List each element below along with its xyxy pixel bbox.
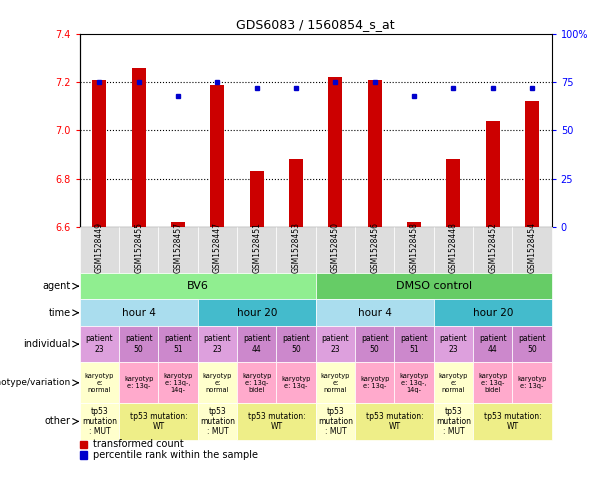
Text: karyotyp
e:
normal: karyotyp e: normal [203, 373, 232, 393]
Bar [171, 222, 185, 227]
Bar [446, 159, 460, 227]
Text: patient
44: patient 44 [243, 334, 270, 354]
Text: tp53 mutation:
WT: tp53 mutation: WT [248, 412, 305, 431]
Text: patient
23: patient 23 [86, 334, 113, 354]
Text: patient
23: patient 23 [322, 334, 349, 354]
Text: patient
50: patient 50 [125, 334, 153, 354]
Text: hour 4: hour 4 [358, 308, 392, 318]
Text: GSM1528450: GSM1528450 [331, 222, 340, 273]
Text: karyotyp
e: 13q-: karyotyp e: 13q- [124, 376, 153, 389]
Bar [210, 85, 224, 227]
Bar [132, 68, 145, 227]
Text: tp53
mutation
: MUT: tp53 mutation : MUT [436, 407, 471, 436]
Bar [486, 121, 500, 227]
Text: GSM1528455: GSM1528455 [134, 222, 143, 273]
Text: tp53
mutation
: MUT: tp53 mutation : MUT [318, 407, 353, 436]
Text: karyotyp
e: 13q-: karyotyp e: 13q- [281, 376, 311, 389]
Title: GDS6083 / 1560854_s_at: GDS6083 / 1560854_s_at [237, 18, 395, 31]
Bar [289, 159, 303, 227]
Text: tp53 mutation:
WT: tp53 mutation: WT [129, 412, 187, 431]
Text: karyotyp
e: 13q-: karyotyp e: 13q- [360, 376, 389, 389]
Text: agent: agent [42, 281, 70, 291]
Bar [525, 101, 539, 227]
Bar [368, 80, 381, 227]
Text: GSM1528454: GSM1528454 [528, 222, 536, 273]
Text: percentile rank within the sample: percentile rank within the sample [93, 450, 258, 460]
Text: patient
50: patient 50 [518, 334, 546, 354]
Text: tp53 mutation:
WT: tp53 mutation: WT [365, 412, 423, 431]
Text: karyotyp
e:
normal: karyotyp e: normal [85, 373, 114, 393]
Text: GSM1528447: GSM1528447 [213, 222, 222, 273]
Text: GSM1528448: GSM1528448 [449, 222, 458, 273]
Text: karyotyp
e: 13q-,
14q-: karyotyp e: 13q-, 14q- [399, 373, 428, 393]
Text: GSM1528457: GSM1528457 [173, 222, 183, 273]
Text: GSM1528449: GSM1528449 [95, 222, 104, 273]
Text: karyotyp
e:
normal: karyotyp e: normal [439, 373, 468, 393]
Text: karyotyp
e: 13q-
bidel: karyotyp e: 13q- bidel [478, 373, 508, 393]
Text: karyotyp
e: 13q-,
14q-: karyotyp e: 13q-, 14q- [163, 373, 192, 393]
Text: patient
50: patient 50 [282, 334, 310, 354]
Text: time: time [48, 308, 70, 318]
Text: DMSO control: DMSO control [395, 281, 472, 291]
Text: GSM1528452: GSM1528452 [488, 222, 497, 273]
Text: tp53 mutation:
WT: tp53 mutation: WT [484, 412, 541, 431]
Text: karyotyp
e:
normal: karyotyp e: normal [321, 373, 350, 393]
Text: hour 4: hour 4 [122, 308, 156, 318]
Text: GSM1528453: GSM1528453 [292, 222, 300, 273]
Text: karyotyp
e: 13q-: karyotyp e: 13q- [517, 376, 547, 389]
Text: genotype/variation: genotype/variation [0, 378, 70, 387]
Text: patient
23: patient 23 [204, 334, 231, 354]
Text: patient
51: patient 51 [164, 334, 192, 354]
Text: GSM1528458: GSM1528458 [409, 222, 419, 273]
Text: patient
50: patient 50 [361, 334, 389, 354]
Bar [407, 222, 421, 227]
Text: GSM1528456: GSM1528456 [370, 222, 379, 273]
Text: tp53
mutation
: MUT: tp53 mutation : MUT [200, 407, 235, 436]
Text: hour 20: hour 20 [473, 308, 513, 318]
Bar [329, 77, 342, 227]
Text: individual: individual [23, 339, 70, 349]
Text: patient
44: patient 44 [479, 334, 506, 354]
Text: tp53
mutation
: MUT: tp53 mutation : MUT [82, 407, 117, 436]
Bar [250, 171, 264, 227]
Text: transformed count: transformed count [93, 440, 184, 449]
Bar [93, 80, 106, 227]
Text: other: other [45, 416, 70, 426]
Text: hour 20: hour 20 [237, 308, 277, 318]
Text: GSM1528451: GSM1528451 [252, 222, 261, 273]
Text: patient
51: patient 51 [400, 334, 428, 354]
Text: BV6: BV6 [187, 281, 208, 291]
Text: karyotyp
e: 13q-
bidel: karyotyp e: 13q- bidel [242, 373, 272, 393]
Text: patient
23: patient 23 [440, 334, 467, 354]
